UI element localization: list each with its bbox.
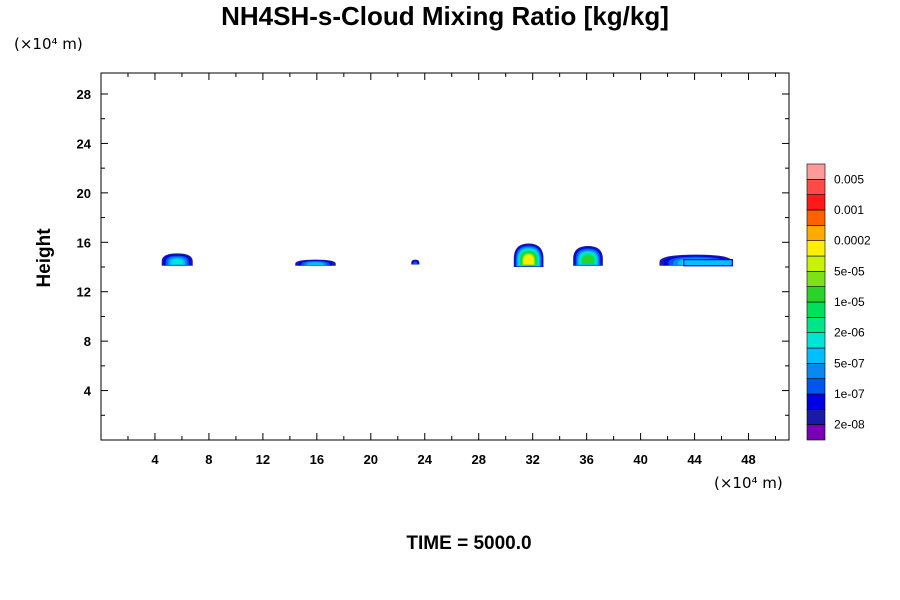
plot-frame [100,72,790,441]
x-tick-label: 32 [525,452,539,467]
cloud [295,259,336,266]
colorbar-swatch [806,194,826,211]
y-tick-label: 20 [77,186,91,201]
cloud [513,243,544,268]
y-axis-label: Height [34,228,55,288]
y-tick-label: 4 [84,384,92,399]
cloud-contour [171,259,184,265]
x-tick-label: 12 [256,452,270,467]
time-label: TIME = 5000.0 [406,533,531,554]
y-tick-label: 28 [77,87,91,102]
cloud-contour [413,261,418,265]
colorbar-swatch [806,317,826,333]
colorbar-swatch [806,424,826,441]
y-unit-label: (×10⁴ m) [14,35,83,53]
colorbar-label: 0.001 [834,203,864,217]
colorbar-swatch [806,286,826,303]
colorbar-label: 5e-07 [834,356,865,370]
y-tick-label: 8 [84,334,91,349]
colorbar-swatch [806,240,826,257]
x-tick-label: 16 [310,452,324,467]
colorbar-swatch [806,209,826,226]
colorbar-label: 5e-05 [834,264,865,278]
x-tick-label: 24 [418,452,433,467]
colorbar-swatch [806,163,826,180]
x-tick-label: 36 [579,452,593,467]
colorbar-label: 0.0002 [834,234,871,248]
colorbar-swatch [806,378,826,395]
colorbar-swatch [806,332,826,349]
cloud-contour [307,262,324,266]
x-tick-label: 20 [364,452,378,467]
colorbar-swatch [806,225,826,241]
x-tick-label: 28 [471,452,485,467]
x-tick-label: 4 [151,452,159,467]
colorbar-swatch [806,271,826,287]
colorbar-label: 2e-08 [834,418,865,432]
cloud [411,259,420,265]
colorbar-label: 1e-07 [834,387,865,401]
x-tick-label: 8 [205,452,212,467]
colorbar-swatch [806,347,826,364]
cloud-contour [524,255,534,265]
colorbar-swatch [806,255,826,272]
colorbar-swatch [806,179,826,195]
x-unit-label: (×10⁴ m) [714,474,783,492]
cloud [573,245,603,266]
x-tick-label: 48 [741,452,755,467]
colorbar-label: 1e-05 [834,295,865,309]
x-tick-label: 44 [687,452,702,467]
colorbar-swatch [806,409,826,425]
colorbar-label: 2e-06 [834,326,865,340]
cloud [161,253,193,266]
y-tick-label: 16 [77,235,91,250]
colorbar-swatch [806,363,826,379]
y-tick-label: 12 [77,285,91,300]
colorbar-label: 0.005 [834,172,864,186]
cloud [659,254,733,267]
chart-title: NH4SH-s-Cloud Mixing Ratio [kg/kg] [221,1,669,31]
colorbar-swatch [806,393,826,410]
colorbar-swatch [806,301,826,318]
cloud-contour [583,255,593,264]
y-tick-label: 24 [77,136,92,151]
cloud-field [161,243,733,268]
x-tick-label: 40 [633,452,647,467]
colorbar: 2e-08 1e-07 5e-07 2e-06 1e-05 5e-05 0.0002 0.00… [806,163,871,441]
cloud-anvil [683,258,733,267]
